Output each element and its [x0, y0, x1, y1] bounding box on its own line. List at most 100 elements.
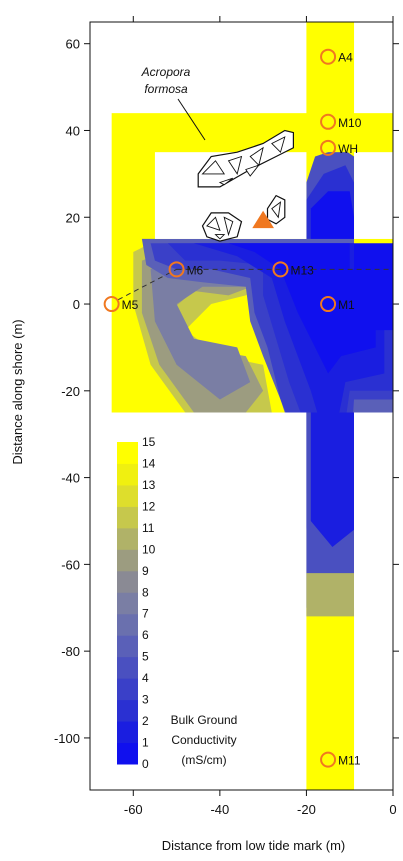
colorbar-segment: [117, 592, 138, 615]
y-tick-label: -60: [61, 557, 80, 572]
contour-region-15: [306, 22, 355, 153]
labels: Acropora formosa: [141, 65, 206, 141]
colorbar-level-label: 3: [142, 693, 149, 707]
colorbar-level-label: 10: [142, 542, 156, 556]
transect-line: [117, 268, 393, 301]
blank-area: [354, 412, 393, 790]
station-marker: [320, 296, 337, 313]
station-wh: WH: [320, 139, 358, 156]
station-marker: [320, 113, 337, 130]
blank-area: [354, 152, 393, 239]
station-m11: M11: [320, 751, 361, 768]
coral-cell: [206, 216, 221, 232]
station-marker: [168, 261, 185, 278]
contour-region-15: [306, 607, 355, 790]
contour-region-7: [150, 256, 251, 400]
coral-cell: [223, 216, 234, 237]
colorbar-segment: [117, 549, 138, 572]
annotation-leader: [177, 98, 206, 141]
y-tick-label: 40: [66, 123, 80, 138]
colorbar-level-label: 8: [142, 585, 149, 599]
station-label: M5: [122, 298, 139, 312]
coral-outlines: [197, 129, 294, 242]
station-marker: [272, 261, 289, 278]
colorbar-segment: [117, 635, 138, 658]
colorbar-segment: [117, 721, 138, 744]
colorbar-level-label: 7: [142, 607, 149, 621]
y-tick-label: -100: [54, 731, 80, 746]
y-tick-label: -20: [61, 384, 80, 399]
station-label: M10: [338, 116, 362, 130]
coral-cell: [271, 136, 286, 154]
colorbar-segment: [117, 463, 138, 486]
coral-colony-1: [197, 129, 294, 188]
colorbar-level-label: 15: [142, 435, 156, 449]
contour-region-0: [228, 243, 376, 374]
station-a4: A4: [320, 48, 353, 65]
station-label: M11: [338, 754, 361, 768]
coral-cell: [227, 155, 243, 176]
colorbar-level-label: 9: [142, 564, 149, 578]
x-tick-label: -40: [210, 802, 229, 817]
colorbar-segment: [117, 527, 138, 550]
colorbar-level-label: 2: [142, 714, 149, 728]
colorbar-level-label: 13: [142, 478, 156, 492]
coral-cell: [214, 234, 226, 240]
station-label: M1: [338, 298, 355, 312]
colorbar-segment: [117, 656, 138, 679]
station-marker: [320, 139, 337, 156]
colorbar-level-label: 5: [142, 650, 149, 664]
contour-region-0: [310, 191, 354, 239]
coral-cell: [271, 201, 282, 219]
colorbar-level-label: 6: [142, 628, 149, 642]
colorbar-segment: [117, 742, 138, 765]
blank-area: [90, 22, 307, 114]
x-tick-label: -20: [297, 802, 316, 817]
colorbar-title-line: (mS/cm): [181, 753, 226, 767]
contour-region-11: [306, 573, 354, 617]
conductivity-contours: [90, 22, 393, 790]
blank-area: [354, 22, 393, 114]
colorbar-level-label: 4: [142, 671, 149, 685]
sensor-triangle: [252, 210, 274, 229]
coral-cell: [249, 146, 264, 167]
station-label: M13: [290, 263, 314, 277]
y-tick-label: -40: [61, 471, 80, 486]
x-axis-title: Distance from low tide mark (m): [162, 838, 345, 853]
coral-cell: [245, 164, 261, 177]
colorbar-segment: [117, 613, 138, 636]
colorbar-title-line: Conductivity: [171, 733, 236, 747]
colorbar-title-line: Bulk Ground: [171, 713, 238, 727]
station-m1: M1: [320, 296, 355, 313]
species-annotation-line: formosa: [144, 82, 188, 96]
station-label: A4: [338, 51, 353, 65]
y-axis-title: Distance along shore (m): [10, 319, 25, 464]
colorbar-level-label: 11: [142, 521, 155, 535]
y-tick-label: 0: [73, 297, 80, 312]
colorbar-segment: [117, 570, 138, 593]
monitoring-stations: A4 M10 WH M6 M13 M5 M1 M11: [103, 48, 362, 768]
colorbar-segment: [117, 484, 138, 507]
colorbar-segment: [117, 678, 138, 701]
station-marker: [320, 48, 337, 65]
transect-segment: [117, 268, 177, 301]
colorbar-level-label: 0: [142, 757, 149, 771]
coral-colony-3: [266, 194, 286, 225]
colorbar-segment: [117, 699, 138, 722]
coral-cell: [218, 177, 234, 186]
contour-region-0: [354, 243, 393, 331]
y-tick-label: -80: [61, 644, 80, 659]
station-m13: M13: [272, 261, 314, 278]
colorbar-level-label: 12: [142, 499, 156, 513]
colorbar-level-label: 14: [142, 456, 156, 470]
station-marker: [320, 751, 337, 768]
colorbar-level-label: 1: [142, 736, 149, 750]
y-tick-label: 60: [66, 37, 80, 52]
coral-colony-2: [201, 212, 243, 242]
coral-cell: [201, 160, 226, 175]
plot-frame: [89, 21, 394, 791]
station-m5: M5: [103, 296, 139, 313]
station-marker: [103, 296, 120, 313]
